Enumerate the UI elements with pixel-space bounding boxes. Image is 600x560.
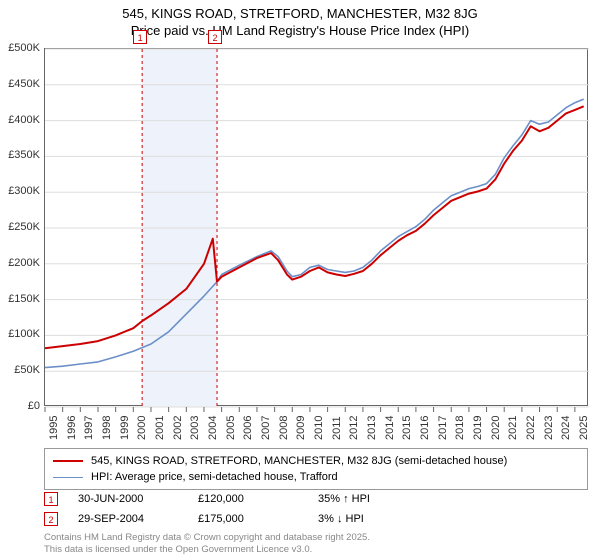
legend-item: HPI: Average price, semi-detached house,… (53, 469, 579, 485)
series-line (45, 99, 584, 368)
y-tick-label: £250K (0, 221, 40, 233)
y-tick-label: £150K (0, 293, 40, 305)
x-tick-label: 2025 (578, 416, 590, 440)
x-tick-label: 2015 (401, 416, 413, 440)
sale-delta: 35% ↑ HPI (318, 493, 438, 505)
x-tick-label: 2004 (207, 416, 219, 440)
x-tick-label: 2000 (136, 416, 148, 440)
sale-row: 1 30-JUN-2000£120,00035% ↑ HPI (44, 490, 588, 508)
y-tick-label: £450K (0, 78, 40, 90)
x-tick-label: 2001 (154, 416, 166, 440)
x-tick-label: 2024 (560, 416, 572, 440)
x-tick-label: 2009 (295, 416, 307, 440)
legend-label: HPI: Average price, semi-detached house,… (91, 471, 338, 483)
x-tick-label: 2021 (507, 416, 519, 440)
x-tick-label: 2016 (419, 416, 431, 440)
sale-marker-1: 1 (133, 30, 147, 44)
x-tick-label: 2012 (348, 416, 360, 440)
sale-price: £175,000 (198, 513, 318, 525)
x-tick-label: 2013 (366, 416, 378, 440)
sale-row-marker: 2 (44, 512, 58, 526)
title-line2: Price paid vs. HM Land Registry's House … (0, 23, 600, 38)
chart-plot-area (44, 48, 588, 406)
x-tick-label: 2005 (225, 416, 237, 440)
x-tick-label: 2011 (331, 416, 343, 440)
x-tick-label: 2008 (278, 416, 290, 440)
sale-marker-2: 2 (208, 30, 222, 44)
footer-attribution: Contains HM Land Registry data © Crown c… (44, 532, 370, 556)
legend-item: 545, KINGS ROAD, STRETFORD, MANCHESTER, … (53, 453, 579, 469)
x-tick-label: 2019 (472, 416, 484, 440)
x-tick-label: 2006 (242, 416, 254, 440)
x-tick-label: 2023 (543, 416, 555, 440)
x-tick-label: 2017 (437, 416, 449, 440)
x-tick-label: 2018 (454, 416, 466, 440)
x-tick-label: 2003 (189, 416, 201, 440)
y-tick-label: £500K (0, 42, 40, 54)
legend-label: 545, KINGS ROAD, STRETFORD, MANCHESTER, … (91, 455, 507, 467)
footer-line2: This data is licensed under the Open Gov… (44, 544, 370, 556)
legend-swatch (53, 477, 83, 478)
footer-line1: Contains HM Land Registry data © Crown c… (44, 532, 370, 544)
x-tick-label: 1996 (66, 416, 78, 440)
sale-date: 29-SEP-2004 (78, 513, 198, 525)
y-tick-label: £100K (0, 328, 40, 340)
sale-row: 2 29-SEP-2004£175,0003% ↓ HPI (44, 510, 588, 528)
chart-container: 545, KINGS ROAD, STRETFORD, MANCHESTER, … (0, 0, 600, 560)
title-line1: 545, KINGS ROAD, STRETFORD, MANCHESTER, … (0, 6, 600, 21)
x-tick-label: 2002 (172, 416, 184, 440)
y-tick-label: £0 (0, 400, 40, 412)
x-tick-label: 2020 (490, 416, 502, 440)
title-block: 545, KINGS ROAD, STRETFORD, MANCHESTER, … (0, 0, 600, 38)
y-tick-label: £200K (0, 257, 40, 269)
x-tick-label: 1999 (119, 416, 131, 440)
x-tick-label: 2007 (260, 416, 272, 440)
legend-swatch (53, 460, 83, 462)
legend-box: 545, KINGS ROAD, STRETFORD, MANCHESTER, … (44, 448, 588, 490)
x-tick-label: 2010 (313, 416, 325, 440)
y-tick-label: £350K (0, 149, 40, 161)
x-tick-label: 1995 (48, 416, 60, 440)
y-tick-label: £400K (0, 114, 40, 126)
x-tick-label: 1998 (101, 416, 113, 440)
sale-rows: 1 30-JUN-2000£120,00035% ↑ HPI 2 29-SEP-200… (44, 490, 588, 530)
x-tick-label: 1997 (83, 416, 95, 440)
y-tick-label: £50K (0, 364, 40, 376)
sale-price: £120,000 (198, 493, 318, 505)
chart-svg (45, 49, 587, 405)
sale-date: 30-JUN-2000 (78, 493, 198, 505)
y-tick-label: £300K (0, 185, 40, 197)
x-tick-label: 2014 (384, 416, 396, 440)
sale-delta: 3% ↓ HPI (318, 513, 438, 525)
series-line (45, 106, 584, 348)
sale-row-marker: 1 (44, 492, 58, 506)
x-tick-label: 2022 (525, 416, 537, 440)
